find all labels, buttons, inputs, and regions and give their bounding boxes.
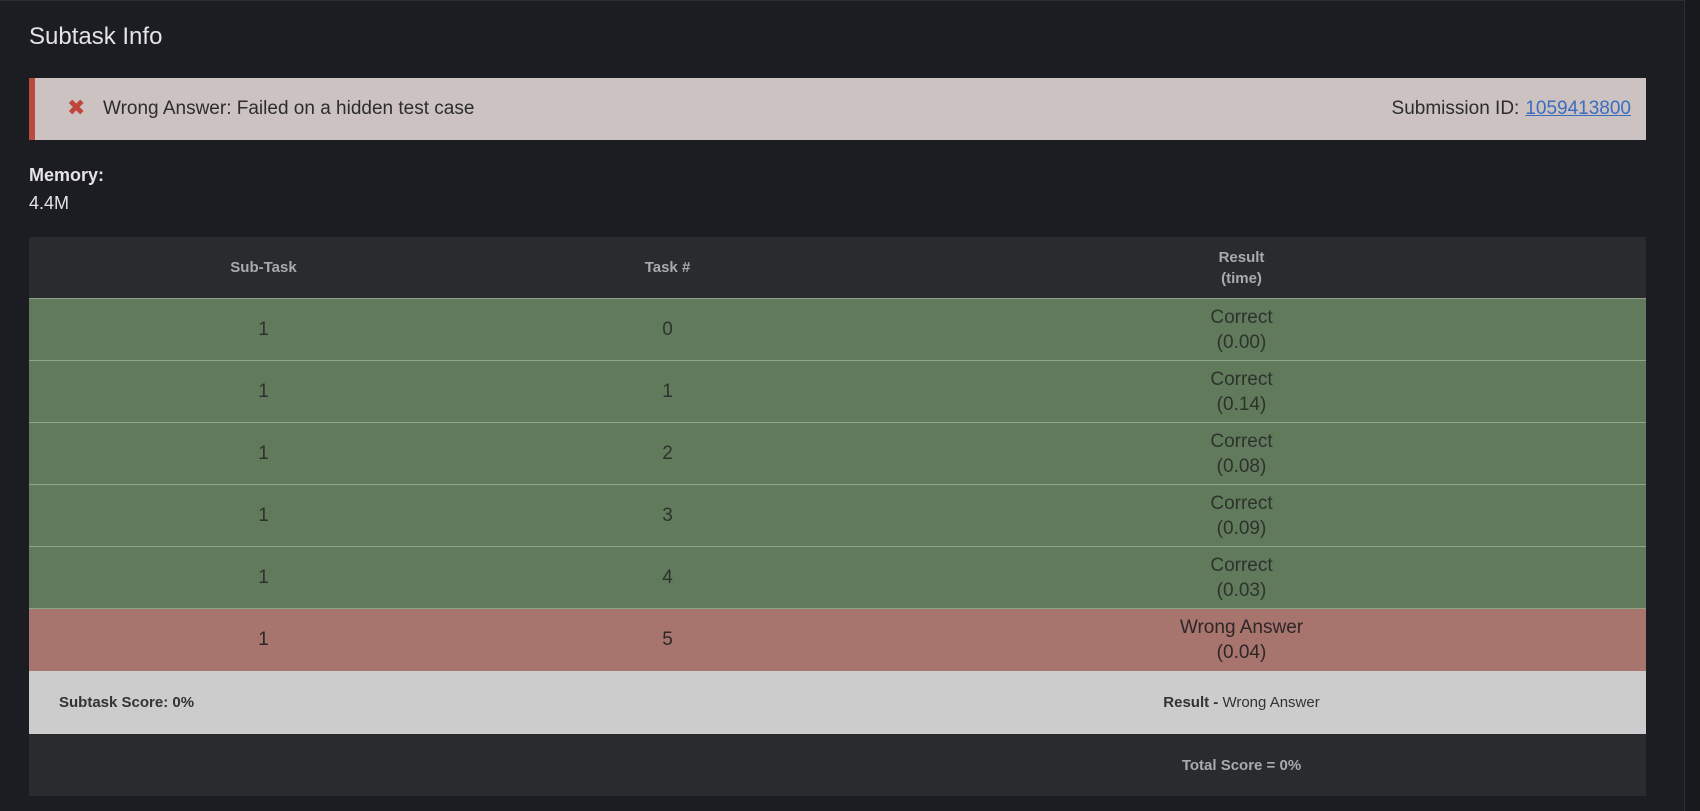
- memory-value: 4.4M: [29, 193, 70, 213]
- alert-message: Wrong Answer: Failed on a hidden test ca…: [103, 98, 475, 119]
- cell-subtask: 1: [258, 318, 269, 340]
- result-alert: ✖ Wrong Answer: Failed on a hidden test …: [29, 78, 1646, 140]
- memory-label: Memory:: [29, 165, 105, 185]
- cell-subtask: 1: [258, 629, 269, 650]
- cell-task: 1: [662, 380, 673, 402]
- subtask-result: Result - Wrong Answer: [837, 694, 1646, 711]
- page-edge: [1685, 0, 1700, 811]
- table-row: 1 5 Wrong Answer (0.04): [29, 609, 1646, 671]
- total-score: Total Score = 0%: [1181, 756, 1302, 774]
- cell-task: 3: [662, 504, 673, 526]
- table-row: 1 2 Correct (0.08): [29, 423, 1646, 485]
- total-score-row: Total Score = 0%: [29, 734, 1646, 796]
- result-label: Result -: [1163, 694, 1219, 711]
- header-result: Result (time): [837, 247, 1646, 289]
- subtask-summary: Subtask Score: 0% Result - Wrong Answer: [29, 671, 1646, 734]
- cell-subtask: 1: [258, 380, 269, 402]
- header-time-label: (time): [1221, 269, 1262, 287]
- header-task: Task #: [644, 259, 691, 276]
- result-text: Correct: [1210, 430, 1273, 452]
- result-text: Correct: [1210, 554, 1273, 576]
- table-row: 1 1 Correct (0.14): [29, 361, 1646, 423]
- result-time: (0.14): [1216, 393, 1267, 415]
- table-row: 1 4 Correct (0.03): [29, 547, 1646, 609]
- page-title: Subtask Info: [29, 23, 163, 50]
- cell-task: 5: [662, 629, 673, 650]
- cell-subtask: 1: [258, 442, 269, 464]
- result-time: (0.00): [1216, 331, 1267, 353]
- cell-task: 4: [662, 566, 673, 588]
- result-time: (0.03): [1216, 579, 1267, 601]
- result-time: (0.08): [1216, 455, 1267, 477]
- result-text: Wrong Answer: [1179, 617, 1304, 638]
- result-time: (0.04): [1216, 642, 1267, 663]
- header-subtask: Sub-Task: [230, 259, 297, 276]
- cell-subtask: 1: [258, 504, 269, 526]
- result-text: Correct: [1210, 306, 1273, 328]
- cell-task: 2: [662, 442, 673, 464]
- x-icon: ✖: [67, 95, 86, 120]
- result-text: Correct: [1210, 492, 1273, 514]
- subtask-score: Subtask Score: 0%: [59, 694, 195, 711]
- cell-task: 0: [662, 318, 673, 340]
- submission-info: Submission ID: 1059413800: [1392, 98, 1631, 120]
- table-row: 1 3 Correct (0.09): [29, 485, 1646, 547]
- submission-label: Submission ID:: [1391, 98, 1520, 119]
- cell-result: Correct (0.09): [837, 491, 1646, 541]
- header-result-label: Result: [1218, 248, 1265, 266]
- result-time: (0.09): [1216, 517, 1267, 539]
- cell-result: Correct (0.14): [837, 367, 1646, 417]
- table-row: 1 0 Correct (0.00): [29, 299, 1646, 361]
- cell-result: Wrong Answer (0.04): [837, 615, 1646, 665]
- cell-result: Correct (0.03): [837, 553, 1646, 603]
- result-value: Wrong Answer: [1222, 694, 1320, 711]
- submission-id-link[interactable]: 1059413800: [1525, 98, 1631, 119]
- cell-subtask: 1: [258, 566, 269, 588]
- subtask-table: Sub-Task Task # Result (time) 1 0 Correc…: [29, 237, 1646, 796]
- table-header: Sub-Task Task # Result (time): [29, 237, 1646, 299]
- result-text: Correct: [1210, 368, 1273, 390]
- cell-result: Correct (0.00): [837, 305, 1646, 355]
- cell-result: Correct (0.08): [837, 429, 1646, 479]
